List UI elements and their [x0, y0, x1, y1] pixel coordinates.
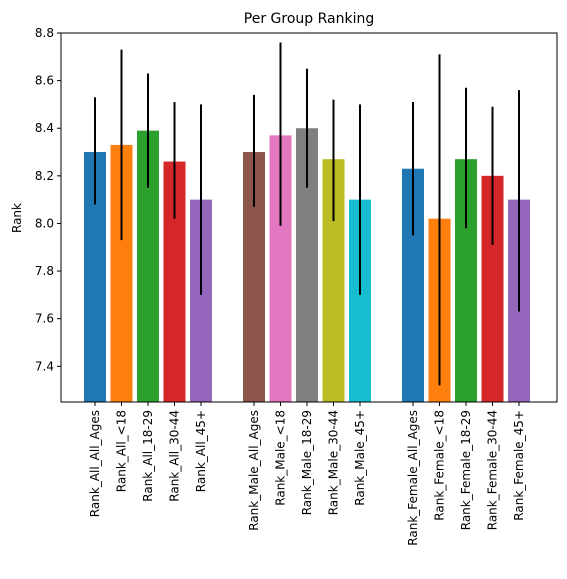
x-tick-label: Rank_Female_45+	[512, 410, 526, 521]
x-tick-label: Rank_Male_18-29	[300, 410, 314, 515]
x-tick-label: Rank_All_All_Ages	[88, 410, 102, 517]
y-tick-label: 7.8	[35, 264, 54, 278]
x-tick-label: Rank_All_30-44	[168, 410, 182, 502]
x-tick-label: Rank_All_<18	[115, 410, 129, 492]
bar	[163, 161, 186, 402]
bar	[190, 199, 212, 402]
chart-title: Per Group Ranking	[244, 11, 374, 27]
y-tick-label: 7.4	[35, 359, 54, 373]
bar	[84, 152, 106, 402]
x-tick-label: Rank_Male_<18	[274, 410, 288, 506]
bar	[455, 159, 477, 402]
y-tick-label: 8.2	[35, 169, 54, 183]
bar	[322, 159, 345, 402]
y-axis-label: Rank	[10, 203, 24, 233]
x-tick-label: Rank_Female_All_Ages	[406, 410, 420, 546]
bars-layer	[84, 128, 530, 402]
y-tick-label: 7.6	[35, 312, 54, 326]
bar	[110, 144, 133, 402]
x-tick-label: Rank_Male_All_Ages	[247, 410, 261, 531]
plot-frame	[60, 32, 558, 403]
bar	[296, 128, 318, 402]
bar	[137, 130, 159, 402]
bar	[481, 175, 504, 402]
y-tick-label: 8.4	[35, 121, 54, 135]
x-tick-label: Rank_All_18-29	[141, 410, 155, 502]
x-tick-label: Rank_Male_30-44	[327, 410, 341, 515]
x-tick-label: Rank_Male_45+	[353, 410, 367, 506]
errorbars-layer	[94, 42, 520, 386]
x-tick-label: Rank_All_45+	[194, 410, 208, 492]
bar	[349, 199, 371, 402]
bar	[269, 135, 292, 402]
y-tick-label: 8.8	[35, 26, 54, 40]
y-tick-label: 8.6	[35, 74, 54, 88]
x-tick-label: Rank_Female_30-44	[486, 410, 500, 530]
y-axis: 7.4 7.6 7.8 8.0 8.2 8.4 8.6 8.8	[35, 26, 61, 373]
y-tick-label: 8.0	[35, 216, 54, 230]
x-tick-label: Rank_Female_18-29	[459, 410, 473, 530]
bar	[402, 168, 424, 402]
x-axis: Rank_All_All_Ages Rank_All_<18 Rank_All_18…	[88, 402, 526, 546]
bar	[243, 152, 265, 402]
x-tick-label: Rank_Female_<18	[433, 410, 447, 521]
